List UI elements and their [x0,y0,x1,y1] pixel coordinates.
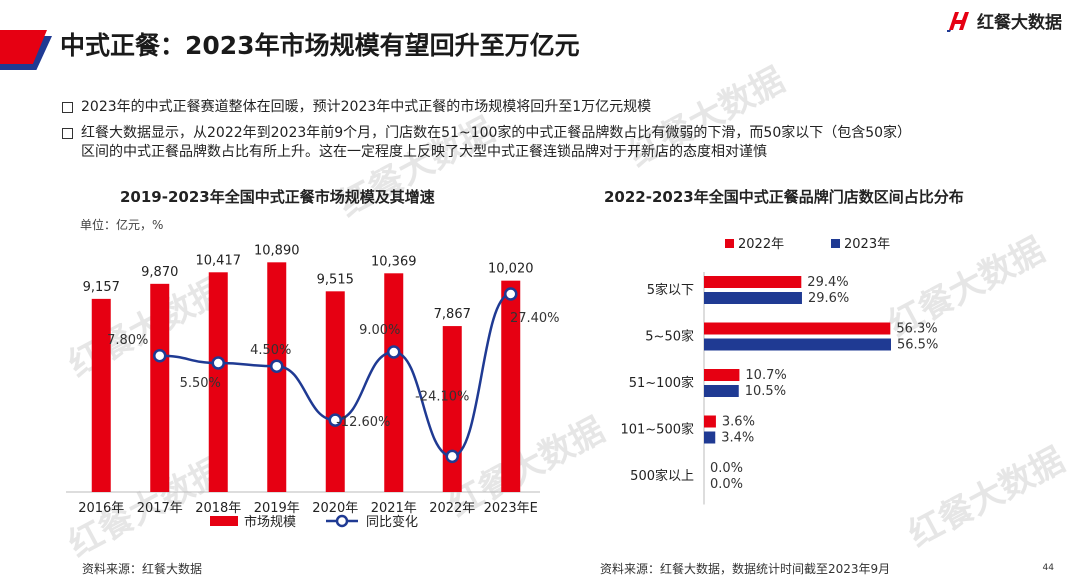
bar-value-label: 10.7% [745,368,786,383]
bar-2023 [704,292,802,304]
brand-logo: 红餐大数据 [947,8,1062,33]
bar-value-label: 10,020 [488,262,534,277]
growth-point [328,413,342,427]
left-source-note: 资料来源：红餐大数据 [82,562,203,576]
legend-label: 2022年 [738,237,784,252]
bar-value-label: 10,369 [371,254,417,269]
growth-value-label: -12.60% [336,415,390,430]
bar-2022 [704,415,716,428]
bar [208,272,228,492]
store-distribution-chart: 2022年 2023年 5家以下 29.4%29.6% 5~50家 56.3%56.5% 5… [620,237,938,505]
growth-point [504,287,518,301]
legend-swatch-bar [210,516,238,526]
legend-swatch-marker [335,514,349,528]
logo-icon [947,11,969,32]
bullet-item: 红餐大数据显示，从2022年到2023年前9个月，门店数在51~100家的中式正… [62,124,1062,162]
bar-2023 [704,385,739,397]
bar-value-label: 56.5% [897,338,938,353]
x-tick-label: 2017年 [137,501,183,516]
growth-value-label: 7.80% [107,333,148,348]
right-chart-title: 2022-2023年全国中式正餐品牌门店数区间占比分布 [604,188,964,206]
bar-value-label: 0.0% [710,477,743,492]
bar-value-label: 10,417 [196,253,242,268]
bar-value-label: 56.3% [896,322,937,337]
bullet-text: 红餐大数据显示，从2022年到2023年前9个月，门店数在51~100家的中式正… [81,125,912,160]
bar-2023 [704,431,716,444]
growth-point [270,359,284,373]
bar-value-label: 9,515 [317,272,354,287]
bar-2022 [704,276,802,288]
page-number: 44 [1042,563,1054,573]
bar [442,326,462,492]
x-tick-label: 2018年 [195,501,241,516]
legend-label: 2023年 [844,237,890,252]
market-size-chart: 9,157 2016年 9,870 2017年 10,417 2018年 10,890 201… [66,243,560,530]
bullet-item: 2023年的中式正餐赛道整体在回暖，预计2023年中式正餐的市场规模将回升至1万… [62,98,1062,117]
growth-point [387,345,401,359]
growth-point [445,449,459,464]
y-tick-label: 5~50家 [645,329,694,345]
bar-value-label: 10.5% [745,384,786,399]
growth-value-label: -24.10% [415,389,469,404]
growth-value-label: 27.40% [510,311,560,326]
unit-label: 单位：亿元，% [80,218,164,232]
bar-value-label: 10,890 [254,243,300,258]
growth-point [153,349,167,363]
left-chart-title: 2019-2023年全国中式正餐市场规模及其增速 [120,188,435,206]
x-tick-label: 2021年 [371,501,417,516]
y-tick-label: 500家以上 [630,468,694,484]
page-title: 中式正餐：2023年市场规模有望回升至万亿元 [60,31,580,60]
growth-value-label: 5.50% [180,376,221,391]
growth-line [159,292,512,458]
square-bullet-icon [62,102,73,113]
bar [267,262,287,492]
bar-value-label: 29.4% [807,275,848,290]
bullet-text: 2023年的中式正餐赛道整体在回暖，预计2023年中式正餐的市场规模将回升至1万… [81,99,652,115]
bar-value-label: 9,157 [83,280,120,295]
x-tick-label: 2023年E [484,501,538,516]
y-tick-label: 101~500家 [620,422,694,438]
x-tick-label: 2016年 [78,501,124,516]
legend-swatch [725,239,734,248]
bar-value-label: 29.6% [808,291,849,306]
bar-value-label: 9,870 [141,265,178,280]
x-tick-label: 2022年 [429,501,475,516]
bar [501,280,521,492]
legend-swatch [831,239,840,248]
bar [91,298,111,492]
bar [325,291,345,492]
bar-2022 [704,322,891,335]
legend-label: 市场规模 [244,514,296,530]
y-tick-label: 5家以下 [647,282,694,298]
growth-value-label: 4.50% [250,343,291,358]
bar-value-label: 0.0% [710,461,743,476]
bar-value-label: 3.6% [722,415,755,430]
y-tick-label: 51~100家 [629,375,694,391]
square-bullet-icon [62,128,73,139]
title-accent [0,30,47,64]
bar [384,273,404,492]
bar-value-label: 7,867 [434,307,471,322]
growth-value-label: 9.00% [359,323,400,338]
growth-point [211,356,225,370]
legend-label: 同比变化 [366,514,418,530]
x-tick-label: 2019年 [254,501,300,516]
bar [150,283,170,492]
logo-text: 红餐大数据 [977,13,1062,33]
bar-value-label: 3.4% [721,431,754,446]
bar-2023 [704,338,891,351]
right-source-note: 资料来源：红餐大数据，数据统计时间截至2023年9月 [600,562,891,576]
x-tick-label: 2020年 [312,501,358,516]
bar-2022 [704,369,740,381]
summary-bullets: 2023年的中式正餐赛道整体在回暖，预计2023年中式正餐的市场规模将回升至1万… [62,98,1062,169]
